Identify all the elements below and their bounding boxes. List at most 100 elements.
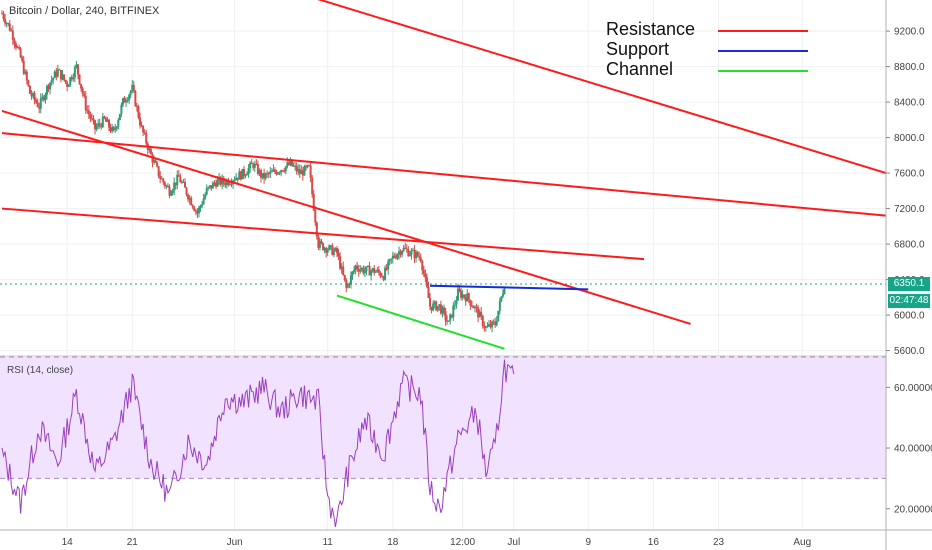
candle-body bbox=[187, 194, 190, 200]
candle-body bbox=[204, 194, 207, 199]
candle-body bbox=[497, 310, 500, 321]
x-tick-label: 11 bbox=[322, 537, 333, 548]
candle-body bbox=[281, 170, 284, 172]
candle-body bbox=[498, 300, 501, 311]
candle-body bbox=[483, 325, 486, 328]
candle-body bbox=[211, 182, 214, 189]
y-tick-label: 7200.0 bbox=[894, 204, 925, 215]
candle-body bbox=[487, 324, 490, 327]
candle-body bbox=[360, 268, 363, 270]
candle-body bbox=[176, 174, 179, 186]
candle-body bbox=[239, 171, 242, 180]
candle-body bbox=[460, 291, 463, 298]
candle-body bbox=[266, 173, 269, 175]
candle-body bbox=[399, 251, 402, 255]
candle-body bbox=[421, 260, 424, 271]
candle-body bbox=[287, 162, 290, 165]
candle-body bbox=[36, 102, 39, 107]
candle-body bbox=[52, 77, 55, 81]
candle-body bbox=[32, 93, 35, 97]
candle-body bbox=[263, 173, 266, 179]
candle-body bbox=[470, 305, 473, 307]
candle-body bbox=[393, 255, 396, 258]
legend-item-channel: Channel bbox=[606, 59, 816, 80]
candle-body bbox=[469, 299, 472, 306]
candle-body bbox=[152, 160, 155, 163]
candle-body bbox=[19, 48, 22, 58]
candle-body bbox=[453, 304, 456, 306]
candle-body bbox=[484, 327, 487, 329]
candle-body bbox=[5, 23, 8, 25]
candle-body bbox=[292, 165, 295, 167]
candle-body bbox=[179, 176, 182, 183]
x-tick-label: 14 bbox=[62, 537, 74, 548]
candle-body bbox=[289, 160, 292, 165]
candle-body bbox=[2, 13, 5, 19]
candle-body bbox=[411, 249, 414, 251]
candle-body bbox=[22, 60, 25, 74]
candle-body bbox=[396, 254, 399, 259]
candle-body bbox=[114, 128, 117, 130]
candle-body bbox=[111, 126, 114, 132]
candle-body bbox=[56, 69, 59, 77]
candle-body bbox=[53, 71, 56, 78]
candle-body bbox=[363, 270, 366, 274]
candle-body bbox=[140, 125, 143, 127]
candle-body bbox=[125, 101, 128, 103]
candle-body bbox=[447, 320, 450, 322]
candle-body bbox=[304, 166, 307, 168]
candle-body bbox=[190, 197, 193, 206]
candle-body bbox=[272, 169, 275, 172]
candle-body bbox=[38, 106, 41, 109]
candle-body bbox=[308, 165, 311, 167]
candle-body bbox=[300, 170, 303, 175]
candle-body bbox=[171, 190, 174, 194]
candle-body bbox=[391, 255, 394, 259]
candle-body bbox=[139, 117, 142, 126]
candle-body bbox=[357, 269, 360, 272]
resistance-line bbox=[1, 207, 645, 261]
candle-body bbox=[402, 247, 405, 251]
candle-body bbox=[312, 194, 315, 211]
countdown-tag: 02:47:48 bbox=[888, 294, 930, 308]
channel-line bbox=[336, 294, 505, 350]
candle-body bbox=[322, 242, 325, 250]
candle-body bbox=[67, 84, 70, 87]
candle-body bbox=[42, 96, 45, 101]
candle-body bbox=[253, 163, 256, 168]
candle-body bbox=[377, 269, 380, 273]
candle-body bbox=[39, 98, 42, 109]
candle-body bbox=[16, 47, 19, 49]
candle-body bbox=[354, 265, 357, 270]
candle-body bbox=[367, 266, 370, 268]
trend-lines bbox=[0, 0, 887, 350]
candle-body bbox=[180, 182, 183, 184]
candle-body bbox=[315, 222, 318, 237]
candle-body bbox=[424, 273, 427, 278]
candle-body bbox=[182, 181, 185, 183]
candle-body bbox=[286, 162, 289, 167]
candle-body bbox=[163, 182, 166, 187]
candle-body bbox=[165, 185, 168, 187]
candle-body bbox=[21, 57, 24, 61]
candle-body bbox=[325, 248, 328, 253]
candle-body bbox=[235, 177, 238, 181]
candle-body bbox=[343, 274, 346, 281]
candle-body bbox=[196, 210, 199, 214]
candle-body bbox=[320, 240, 323, 243]
candle-body bbox=[416, 251, 419, 257]
candle-body bbox=[194, 210, 197, 212]
candle-body bbox=[329, 245, 332, 247]
candle-body bbox=[382, 276, 385, 280]
legend-label-resistance: Resistance bbox=[606, 19, 696, 39]
candle-body bbox=[467, 293, 470, 300]
candle-body bbox=[199, 205, 202, 208]
candle-body bbox=[368, 266, 371, 276]
candle-body bbox=[374, 271, 377, 273]
candle-body bbox=[100, 124, 103, 128]
candle-body bbox=[430, 306, 433, 311]
candle-body bbox=[404, 247, 407, 249]
candle-body bbox=[466, 293, 469, 302]
candle-body bbox=[331, 245, 334, 255]
